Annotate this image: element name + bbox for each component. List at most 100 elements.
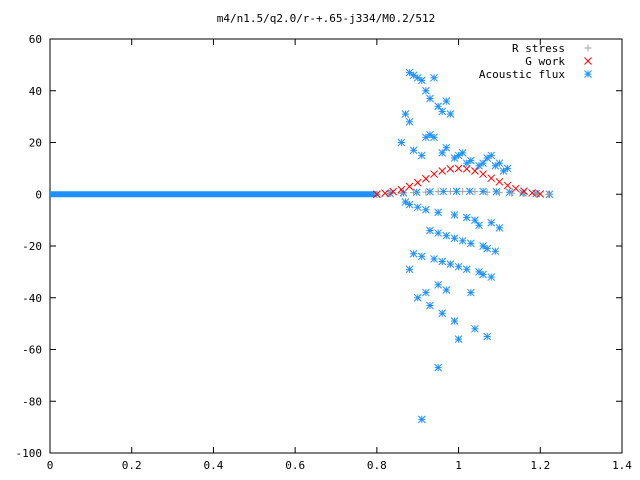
acoustic-flux-point bbox=[430, 133, 438, 142]
acoustic-flux-point bbox=[442, 97, 451, 105]
y-tick-label: 20 bbox=[29, 137, 42, 150]
acoustic-flux-point bbox=[442, 286, 451, 294]
acoustic-flux-point bbox=[438, 148, 447, 157]
r-stress-point bbox=[397, 189, 405, 197]
acoustic-flux-point bbox=[405, 265, 414, 274]
acoustic-flux-point bbox=[466, 239, 475, 248]
r-stress-point bbox=[532, 190, 540, 198]
x-tick-label: 0.6 bbox=[285, 459, 305, 472]
acoustic-flux-point bbox=[483, 244, 492, 253]
acoustic-flux-point bbox=[434, 102, 442, 111]
acoustic-flux-point bbox=[438, 309, 447, 318]
acoustic-flux-point bbox=[479, 159, 487, 168]
acoustic-flux-band-point bbox=[492, 187, 501, 196]
acoustic-flux-point bbox=[413, 203, 422, 212]
g-work-point bbox=[405, 182, 414, 191]
y-tick-label: -20 bbox=[22, 240, 42, 253]
acoustic-flux-point bbox=[471, 216, 479, 224]
r-stress-point bbox=[422, 188, 430, 196]
g-work-point bbox=[397, 185, 406, 194]
legend-marker bbox=[584, 44, 592, 52]
acoustic-flux-point bbox=[426, 301, 434, 310]
acoustic-flux-point bbox=[442, 143, 451, 152]
acoustic-flux-band-point bbox=[452, 187, 461, 196]
acoustic-flux-point bbox=[450, 317, 459, 325]
g-work-point bbox=[462, 165, 471, 173]
g-work-point bbox=[430, 170, 438, 178]
y-tick-label: -80 bbox=[22, 395, 42, 408]
r-stress-point bbox=[410, 189, 418, 197]
acoustic-flux-point bbox=[483, 332, 492, 341]
acoustic-flux-point bbox=[503, 164, 512, 173]
r-stress-point bbox=[495, 189, 503, 197]
g-work-point bbox=[528, 189, 536, 197]
acoustic-flux-point bbox=[422, 86, 430, 95]
acoustic-flux-point bbox=[434, 280, 442, 289]
g-work-point bbox=[503, 181, 512, 190]
acoustic-flux-point bbox=[430, 255, 438, 263]
series-group bbox=[50, 68, 554, 424]
acoustic-flux-point bbox=[471, 324, 479, 333]
y-tick-label: 60 bbox=[29, 33, 42, 46]
r-stress-point bbox=[459, 187, 467, 195]
axis-ticks: 0 0.2 0.4 0.6 0.8 1 1.2 1.4 -100 -80 -60 -40 -20 0 20 4… bbox=[16, 33, 633, 472]
acoustic-flux-point bbox=[491, 247, 500, 256]
g-work-point bbox=[413, 178, 422, 187]
acoustic-flux-point bbox=[487, 218, 496, 227]
acoustic-flux-point bbox=[466, 156, 475, 165]
g-work-point bbox=[446, 165, 455, 173]
acoustic-flux-point bbox=[422, 288, 430, 297]
acoustic-flux-point bbox=[466, 288, 475, 297]
g-work-point bbox=[495, 177, 504, 186]
r-stress-point bbox=[471, 188, 479, 196]
x-tick-label: 1 bbox=[455, 459, 462, 472]
acoustic-flux-band-point bbox=[479, 187, 487, 196]
legend-marker bbox=[584, 57, 592, 65]
g-work-point bbox=[422, 174, 430, 183]
acoustic-flux-point bbox=[487, 273, 496, 281]
acoustic-flux-point bbox=[462, 213, 471, 222]
chart-title: m4/n1.5/q2.0/r-+.65-j334/M0.2/512 bbox=[217, 12, 436, 25]
g-work-point bbox=[511, 184, 520, 193]
acoustic-flux-point bbox=[479, 270, 487, 279]
acoustic-flux-point bbox=[401, 110, 410, 118]
g-work-point bbox=[389, 187, 398, 196]
acoustic-flux-point bbox=[405, 200, 414, 209]
acoustic-flux-point bbox=[458, 236, 467, 245]
acoustic-flux-point bbox=[413, 293, 422, 302]
x-tick-label: 1.4 bbox=[612, 459, 632, 472]
acoustic-flux-point bbox=[434, 363, 442, 372]
acoustic-flux-point bbox=[438, 107, 447, 116]
legend-marker bbox=[584, 70, 592, 78]
acoustic-flux-point bbox=[397, 138, 406, 147]
acoustic-flux-point bbox=[495, 224, 504, 232]
acoustic-flux-point bbox=[409, 249, 418, 258]
acoustic-flux-point bbox=[450, 234, 459, 243]
acoustic-flux-point bbox=[426, 94, 434, 103]
acoustic-flux-point bbox=[417, 151, 426, 160]
x-tick-label: 0.4 bbox=[203, 459, 223, 472]
acoustic-flux-point bbox=[454, 262, 463, 271]
legend-label: R stress bbox=[512, 42, 565, 55]
legend-label: G work bbox=[525, 55, 565, 68]
acoustic-flux-point bbox=[450, 211, 459, 219]
r-stress-point bbox=[434, 188, 442, 196]
g-work-point bbox=[381, 189, 389, 198]
y-tick-label: -100 bbox=[16, 447, 43, 460]
acoustic-flux-point bbox=[417, 252, 426, 261]
acoustic-flux-point bbox=[454, 151, 463, 160]
g-work-point bbox=[536, 190, 545, 198]
g-work-point bbox=[520, 187, 528, 195]
x-tick-label: 0.2 bbox=[122, 459, 142, 472]
legend-label: Acoustic flux bbox=[479, 68, 565, 81]
g-work-point bbox=[487, 174, 496, 183]
acoustic-flux-band-point bbox=[439, 187, 448, 196]
y-tick-label: -60 bbox=[22, 344, 42, 357]
acoustic-flux-point bbox=[434, 208, 442, 217]
g-work-point bbox=[454, 164, 463, 173]
acoustic-flux-point bbox=[438, 257, 447, 266]
plot-area bbox=[49, 38, 623, 454]
acoustic-flux-point bbox=[409, 146, 418, 155]
